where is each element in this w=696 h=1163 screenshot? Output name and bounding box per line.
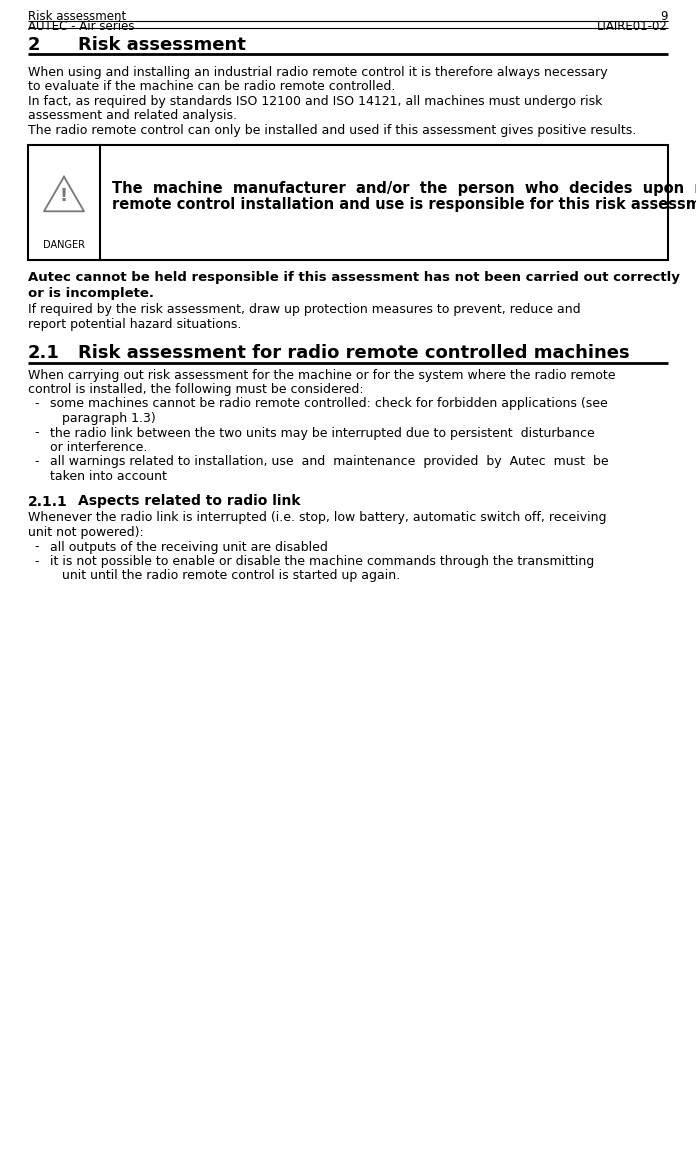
Text: it is not possible to enable or disable the machine commands through the transmi: it is not possible to enable or disable …: [50, 555, 594, 568]
Text: LIAIRE01-02: LIAIRE01-02: [597, 20, 668, 33]
Text: -: -: [34, 427, 38, 440]
Text: 9: 9: [661, 10, 668, 23]
Text: When carrying out risk assessment for the machine or for the system where the ra: When carrying out risk assessment for th…: [28, 369, 615, 381]
Text: When using and installing an industrial radio remote control it is therefore alw: When using and installing an industrial …: [28, 66, 608, 79]
Text: The  machine  manufacturer  and/or  the  person  who  decides  upon  radio: The machine manufacturer and/or the pers…: [112, 180, 696, 195]
Text: all warnings related to installation, use  and  maintenance  provided  by  Autec: all warnings related to installation, us…: [50, 456, 608, 469]
Text: 2.1.1: 2.1.1: [28, 494, 68, 508]
Text: assessment and related analysis.: assessment and related analysis.: [28, 109, 237, 122]
Text: The radio remote control can only be installed and used if this assessment gives: The radio remote control can only be ins…: [28, 124, 636, 137]
Text: or is incomplete.: or is incomplete.: [28, 286, 154, 300]
Text: !: !: [60, 187, 68, 205]
Text: paragraph 1.3): paragraph 1.3): [50, 412, 156, 424]
Text: Risk assessment: Risk assessment: [28, 10, 126, 23]
Text: unit not powered):: unit not powered):: [28, 526, 144, 538]
Text: -: -: [34, 456, 38, 469]
Bar: [28, 144, 668, 259]
Text: unit until the radio remote control is started up again.: unit until the radio remote control is s…: [50, 570, 400, 583]
Text: AUTEC - Air series: AUTEC - Air series: [28, 20, 134, 33]
Text: Autec cannot be held responsible if this assessment has not been carried out cor: Autec cannot be held responsible if this…: [28, 271, 680, 285]
Text: the radio link between the two units may be interrupted due to persistent  distu: the radio link between the two units may…: [50, 427, 595, 440]
Text: Risk assessment: Risk assessment: [78, 36, 246, 53]
Text: report potential hazard situations.: report potential hazard situations.: [28, 317, 242, 331]
Text: control is installed, the following must be considered:: control is installed, the following must…: [28, 383, 363, 395]
Text: all outputs of the receiving unit are disabled: all outputs of the receiving unit are di…: [50, 541, 328, 554]
Text: In fact, as required by standards ISO 12100 and ISO 14121, all machines must und: In fact, as required by standards ISO 12…: [28, 95, 602, 108]
Text: 2: 2: [28, 36, 40, 53]
Text: taken into account: taken into account: [50, 470, 167, 483]
Text: DANGER: DANGER: [43, 240, 85, 250]
Text: Risk assessment for radio remote controlled machines: Risk assessment for radio remote control…: [78, 344, 630, 363]
Text: to evaluate if the machine can be radio remote controlled.: to evaluate if the machine can be radio …: [28, 80, 395, 93]
Text: -: -: [34, 555, 38, 568]
Polygon shape: [44, 177, 84, 212]
Text: -: -: [34, 541, 38, 554]
Text: or interference.: or interference.: [50, 441, 148, 454]
Text: Aspects related to radio link: Aspects related to radio link: [78, 494, 301, 508]
Text: Whenever the radio link is interrupted (i.e. stop, low battery, automatic switch: Whenever the radio link is interrupted (…: [28, 512, 606, 525]
Text: some machines cannot be radio remote controlled: check for forbidden application: some machines cannot be radio remote con…: [50, 398, 608, 411]
Text: 2.1: 2.1: [28, 344, 60, 363]
Text: -: -: [34, 398, 38, 411]
Text: remote control installation and use is responsible for this risk assessment.: remote control installation and use is r…: [112, 198, 696, 213]
Text: If required by the risk assessment, draw up protection measures to prevent, redu: If required by the risk assessment, draw…: [28, 304, 580, 316]
